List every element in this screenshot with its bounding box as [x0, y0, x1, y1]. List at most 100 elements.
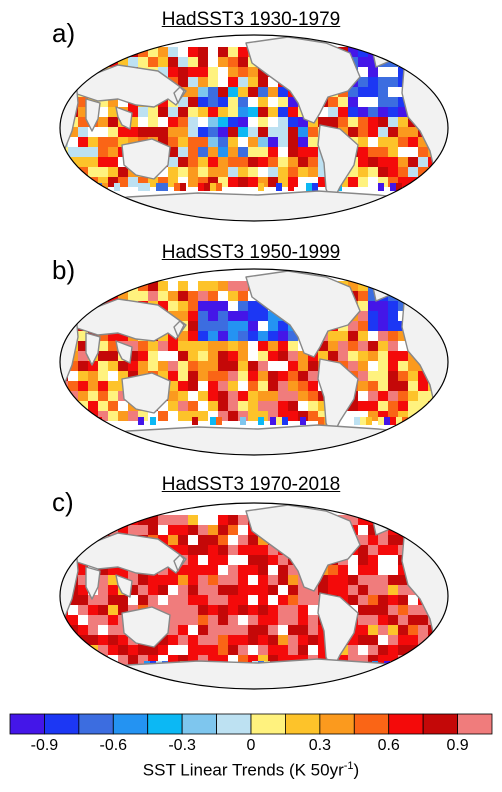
trend-cell [438, 645, 448, 655]
asia-land [65, 64, 187, 108]
trend-cell [238, 401, 248, 411]
trend-cell [408, 605, 418, 615]
trend-cell [168, 117, 178, 127]
trend-cell [198, 411, 208, 421]
trend-cell [438, 555, 448, 565]
trend-cell [278, 107, 288, 117]
trend-cell [398, 127, 408, 137]
trend-cell-south [156, 183, 162, 191]
trend-cell [258, 137, 268, 147]
trend-cell [388, 331, 398, 341]
trend-cell [258, 157, 268, 167]
trend-cell [198, 301, 208, 311]
trend-cell [438, 47, 448, 57]
trend-cell [188, 411, 198, 421]
trend-cell [168, 655, 178, 665]
trend-cell [378, 615, 388, 625]
trend-cell-south [174, 183, 180, 191]
trend-cell [98, 47, 108, 57]
trend-cell [318, 401, 328, 411]
trend-cell [248, 401, 258, 411]
trend-cell [78, 411, 88, 421]
trend-cell [118, 291, 128, 301]
panel-a-letter: a) [52, 18, 76, 48]
trend-cell [208, 107, 218, 117]
trend-cell [328, 117, 338, 127]
asia-land [65, 532, 187, 576]
trend-cell [278, 605, 288, 615]
trend-cell [158, 585, 168, 595]
trend-cell [368, 147, 378, 157]
trend-cell [168, 157, 178, 167]
trend-cell [308, 625, 318, 635]
trend-cell [108, 401, 118, 411]
trend-cell [178, 535, 188, 545]
trend-cell [408, 381, 418, 391]
trend-cell [258, 311, 268, 321]
trend-cell [298, 615, 308, 625]
trend-cell [288, 401, 298, 411]
trend-cell [338, 117, 348, 127]
trend-cell [398, 585, 408, 595]
trend-cell [188, 97, 198, 107]
trend-cell [60, 281, 68, 291]
trend-cell [138, 575, 148, 585]
trend-cell [228, 321, 238, 331]
trend-cell [228, 545, 238, 555]
colorbar-swatch [147, 713, 183, 735]
trend-cell [198, 127, 208, 137]
trend-cell [268, 87, 278, 97]
trend-cell [118, 281, 128, 291]
trend-cell [398, 401, 408, 411]
trend-cell [88, 625, 98, 635]
trend-cell [318, 351, 328, 361]
trend-cell [60, 77, 68, 87]
trend-cell [238, 545, 248, 555]
trend-cell [418, 177, 428, 187]
trend-cell [68, 57, 78, 67]
trend-cell [238, 605, 248, 615]
trend-cell [158, 127, 168, 137]
trend-cell [258, 655, 268, 665]
trend-cell [168, 107, 178, 117]
trend-cell [218, 635, 228, 645]
trend-cell [348, 401, 358, 411]
trend-cell [258, 97, 268, 107]
trend-cell [228, 391, 238, 401]
trend-cell [178, 615, 188, 625]
trend-cell [108, 137, 118, 147]
trend-cell [138, 361, 148, 371]
trend-cell [278, 555, 288, 565]
trend-cell-south [432, 661, 438, 669]
trend-cell-south [90, 417, 96, 425]
trend-cell [60, 87, 68, 97]
trend-cell [78, 127, 88, 137]
trend-cell [238, 655, 248, 665]
trend-cell [408, 57, 418, 67]
trend-cell [60, 525, 68, 535]
trend-cell [358, 137, 368, 147]
trend-cell [68, 515, 78, 525]
trend-cell [358, 565, 368, 575]
trend-cell [128, 585, 138, 595]
trend-cell [288, 565, 298, 575]
trend-cell [198, 147, 208, 157]
trend-cell [118, 411, 128, 421]
trend-cell [398, 605, 408, 615]
trend-cell [108, 515, 118, 525]
trend-cell [378, 351, 388, 361]
trend-cell-south [312, 183, 318, 191]
trend-cell [238, 167, 248, 177]
trend-cell [308, 127, 318, 137]
colorbar-swatch [353, 713, 390, 735]
trend-cell [278, 391, 288, 401]
trend-cell [318, 177, 328, 187]
trend-cell [378, 391, 388, 401]
trend-cell [368, 585, 378, 595]
trend-cell [278, 615, 288, 625]
trend-cell [168, 291, 178, 301]
trend-cell-south [318, 417, 324, 425]
trend-cell [358, 655, 368, 665]
trend-cell [378, 401, 388, 411]
trend-cell [358, 535, 368, 545]
